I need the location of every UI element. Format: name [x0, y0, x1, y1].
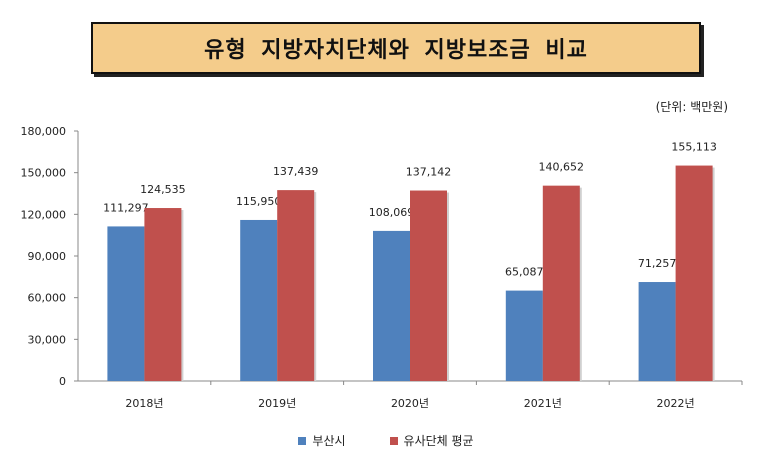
data-label: 111,297 [103, 201, 149, 214]
y-tick-label: 30,000 [28, 333, 67, 346]
y-tick-label: 120,000 [21, 208, 67, 221]
data-label: 108,069 [369, 206, 415, 219]
bar-busan [638, 282, 676, 381]
y-tick-label: 0 [59, 375, 66, 388]
data-label: 124,535 [140, 183, 186, 196]
legend-label-similar: 유사단체 평균 [403, 434, 474, 448]
y-tick-label: 60,000 [28, 292, 67, 305]
bar-busan [373, 230, 410, 381]
y-tick-label: 180,000 [21, 125, 67, 138]
data-label: 65,087 [505, 266, 544, 279]
x-tick-label: 2021년 [524, 397, 562, 410]
bar-similar [542, 185, 580, 381]
bar-similar [144, 208, 182, 381]
data-label: 140,652 [539, 161, 585, 174]
bar-busan [505, 290, 543, 381]
data-label: 137,142 [406, 166, 452, 179]
legend-item-similar: 유사단체 평균 [389, 432, 474, 449]
legend-label-busan: 부산시 [312, 434, 346, 448]
x-tick-label: 2018년 [125, 397, 163, 410]
y-tick-label: 150,000 [21, 167, 67, 180]
data-label: 137,439 [273, 165, 319, 178]
data-label: 71,257 [638, 257, 677, 270]
unit-note: (단위: 백만원) [655, 100, 728, 114]
bar-busan [240, 219, 278, 381]
data-label: 155,113 [671, 141, 717, 154]
legend: 부산시 유사단체 평균 [0, 432, 772, 449]
bar-similar [675, 165, 713, 381]
bar-similar [410, 190, 447, 381]
legend-swatch-busan [298, 436, 307, 445]
legend-swatch-similar [389, 436, 398, 445]
x-tick-label: 2022년 [657, 397, 695, 410]
bar-similar [277, 190, 315, 381]
data-label: 115,950 [236, 195, 282, 208]
chart-title: 유형 지방자치단체와 지방보조금 비교 [204, 38, 588, 63]
chart-title-box: 유형 지방자치단체와 지방보조금 비교 [91, 22, 701, 74]
bar-busan [107, 226, 145, 381]
x-tick-label: 2019년 [258, 397, 296, 410]
legend-item-busan: 부산시 [298, 432, 346, 449]
x-tick-label: 2020년 [391, 397, 429, 410]
y-tick-label: 90,000 [28, 250, 67, 263]
